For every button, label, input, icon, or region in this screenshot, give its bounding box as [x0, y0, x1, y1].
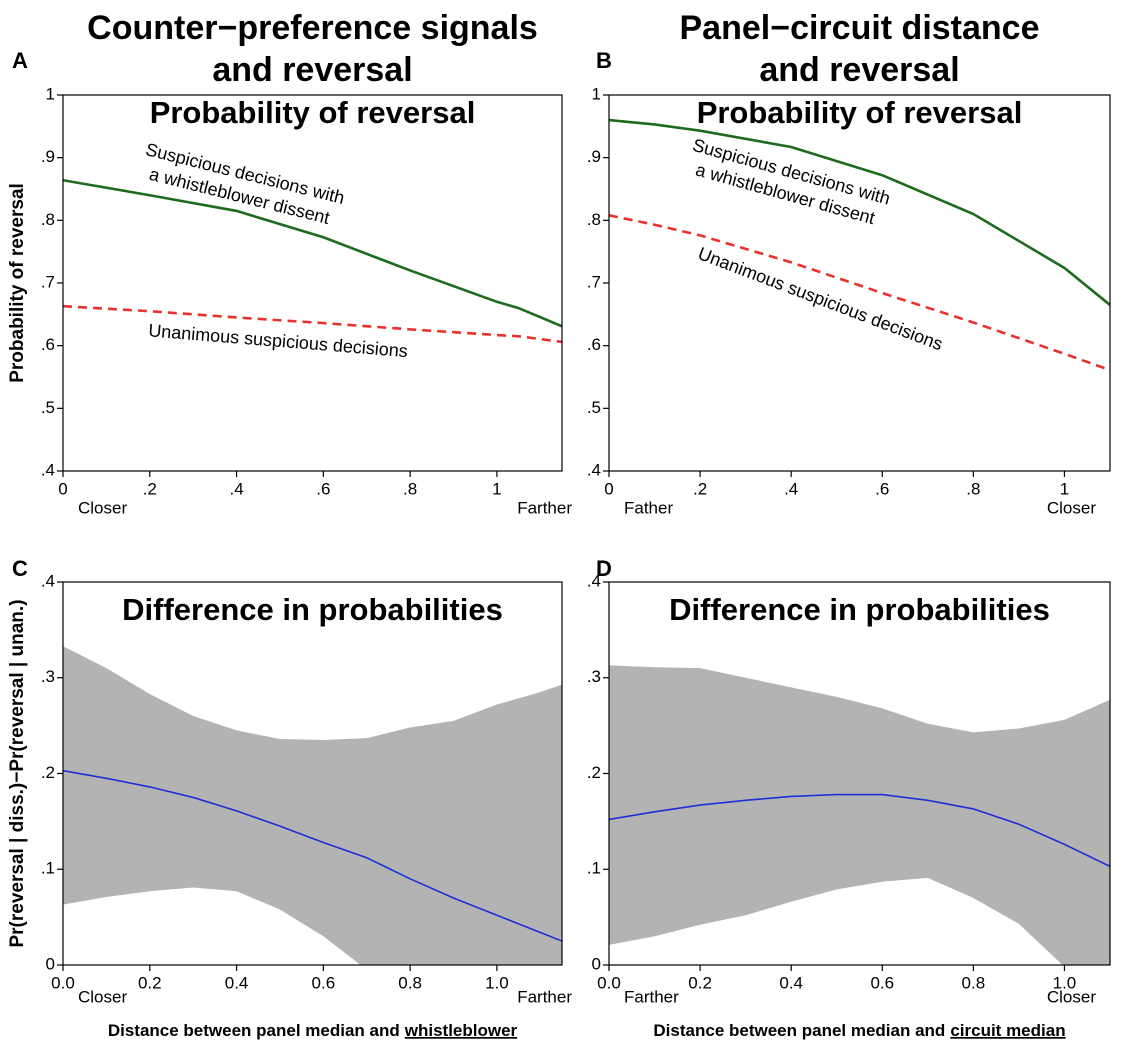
y-tick-label: .8	[587, 210, 601, 229]
x-tick-label: 0.0	[51, 973, 75, 992]
y-tick-label: .9	[41, 147, 55, 166]
chart-title: Panel−circuit distance	[680, 9, 1040, 47]
panel-letter: D	[596, 556, 612, 581]
y-tick-label: .7	[41, 272, 55, 291]
x-tick-label: 0.8	[962, 973, 986, 992]
series-line	[609, 214, 1110, 372]
y-tick-label: .1	[587, 859, 601, 878]
series-line	[609, 793, 1110, 868]
y-tick-label: .3	[587, 667, 601, 686]
y-tick-label: .6	[41, 335, 55, 354]
y-tick-label: .5	[587, 398, 601, 417]
x-end-label: Closer	[78, 987, 127, 1006]
y-axis-label: Probability of reversal	[7, 183, 28, 383]
y-tick-label: .9	[587, 147, 601, 166]
y-tick-label: .6	[587, 335, 601, 354]
x-end-label: Farther	[517, 498, 572, 517]
x-tick-label: 0.2	[688, 973, 712, 992]
subtitle: Probability of reversal	[150, 95, 476, 130]
panel-letter: A	[12, 48, 28, 73]
plot-frame	[62, 94, 563, 472]
y-tick-label: 1	[46, 84, 55, 103]
subtitle: Probability of reversal	[697, 95, 1023, 130]
plot-frame	[608, 94, 1111, 472]
chart-title: and reversal	[759, 51, 959, 89]
chart-title: Counter−preference signals	[87, 9, 538, 47]
x-tick-label: 1.0	[485, 973, 509, 992]
x-axis-label-underlined: circuit median	[950, 1021, 1065, 1040]
x-tick-label: .6	[316, 479, 330, 498]
y-axis-label: Pr(reversal | diss.)−Pr(reversal | unan.…	[7, 599, 28, 947]
confidence-band	[63, 646, 562, 965]
x-tick-label: 0.4	[225, 973, 249, 992]
plot-area	[63, 646, 562, 965]
x-end-label: Father	[624, 498, 673, 517]
y-tick-label: .4	[41, 571, 55, 590]
subtitle: Difference in probabilities	[122, 592, 503, 627]
x-tick-label: .4	[229, 479, 243, 498]
x-tick-label: 0	[604, 479, 613, 498]
y-tick-label: .4	[587, 460, 601, 479]
x-tick-label: 0.4	[779, 973, 803, 992]
x-tick-label: 0.6	[312, 973, 336, 992]
y-tick-label: .4	[41, 460, 55, 479]
y-tick-label: .3	[41, 667, 55, 686]
x-end-label: Closer	[1047, 498, 1096, 517]
confidence-band	[609, 665, 1110, 965]
subtitle: Difference in probabilities	[669, 592, 1050, 627]
x-tick-label: 1	[492, 479, 501, 498]
x-axis-label-underlined: whistleblower	[404, 1021, 518, 1040]
x-tick-label: 1	[1060, 479, 1069, 498]
y-tick-label: .2	[587, 763, 601, 782]
panel-letter: B	[596, 48, 612, 73]
x-tick-label: 0.6	[870, 973, 894, 992]
chart-title: and reversal	[212, 51, 412, 89]
x-end-label: Farther	[624, 987, 679, 1006]
x-tick-label: 0.8	[398, 973, 422, 992]
x-axis-label-main: Distance between panel median and	[108, 1021, 400, 1040]
plot-area	[609, 665, 1110, 965]
x-tick-label: 0.2	[138, 973, 162, 992]
panel-letter: C	[12, 556, 28, 581]
plot-area	[63, 178, 562, 344]
series-line	[63, 304, 562, 344]
x-axis-label: Distance between panel median and circuit…	[653, 1021, 1065, 1040]
y-tick-label: .1	[41, 859, 55, 878]
x-end-label: Closer	[1047, 987, 1096, 1006]
series-line	[609, 118, 1110, 306]
y-tick-label: 1	[592, 84, 601, 103]
x-tick-label: .2	[143, 479, 157, 498]
x-tick-label: .4	[784, 479, 798, 498]
y-tick-label: .7	[587, 272, 601, 291]
x-tick-label: 1.0	[1053, 973, 1077, 992]
x-axis-label-main: Distance between panel median and	[653, 1021, 945, 1040]
plot-area	[609, 118, 1110, 372]
x-tick-label: 0	[58, 479, 67, 498]
x-tick-label: 0.0	[597, 973, 621, 992]
y-tick-label: .4	[587, 571, 601, 590]
series-line	[63, 178, 562, 328]
y-tick-label: 0	[46, 954, 55, 973]
x-axis-label: Distance between panel median and whistle…	[108, 1021, 518, 1040]
x-tick-label: .6	[875, 479, 889, 498]
y-tick-label: .5	[41, 398, 55, 417]
x-end-label: Farther	[517, 987, 572, 1006]
y-tick-label: .8	[41, 210, 55, 229]
series-line	[63, 769, 562, 942]
x-end-label: Closer	[78, 498, 127, 517]
y-tick-label: .2	[41, 763, 55, 782]
series-label: Unanimous suspicious decisions	[695, 243, 945, 354]
y-tick-label: 0	[592, 954, 601, 973]
x-tick-label: .2	[693, 479, 707, 498]
x-tick-label: .8	[403, 479, 417, 498]
x-tick-label: .8	[966, 479, 980, 498]
